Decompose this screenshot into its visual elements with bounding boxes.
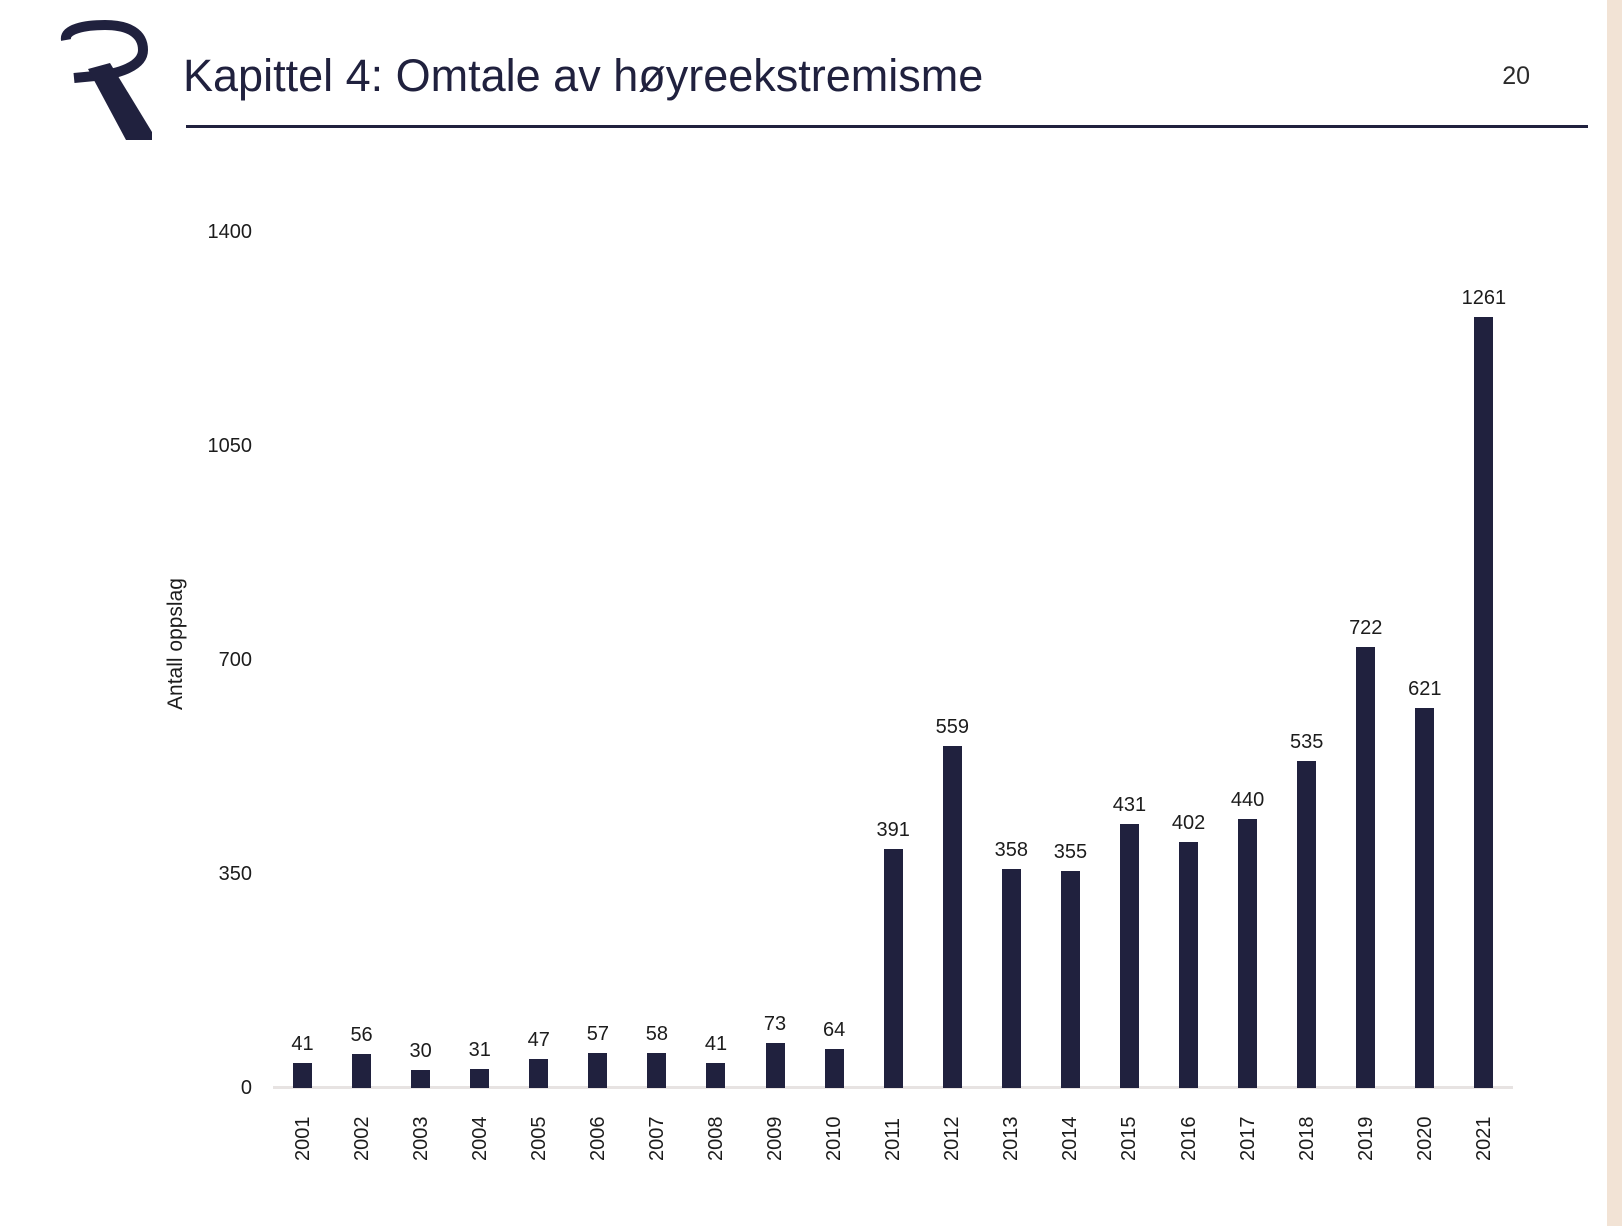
- bar-value-label: 58: [645, 1023, 669, 1045]
- x-tick-label: 2002: [350, 1116, 373, 1162]
- bar-value-label: 431: [1112, 794, 1147, 816]
- x-tick-label: 2006: [586, 1116, 609, 1162]
- bar-value-label: 56: [350, 1024, 373, 1046]
- x-tick-label: 2004: [468, 1116, 491, 1162]
- bar-2001: [293, 1063, 312, 1088]
- title-underline: [186, 125, 1588, 128]
- x-tick-label: 2001: [291, 1116, 314, 1162]
- bar-value-label: 402: [1171, 812, 1206, 834]
- bar-2021: [1474, 317, 1494, 1088]
- y-tick-label: 1050: [207, 435, 253, 457]
- bar-value-label: 57: [586, 1023, 609, 1045]
- bar-value-label: 47: [527, 1029, 550, 1051]
- x-tick-label: 2020: [1413, 1116, 1436, 1162]
- bar-value-label: 41: [704, 1033, 728, 1055]
- page-number: 20: [1502, 62, 1530, 90]
- bar-value-label: 41: [291, 1033, 314, 1055]
- y-axis-title: Antall oppslag: [164, 578, 187, 710]
- x-tick-label: 2017: [1236, 1116, 1259, 1162]
- x-tick-label: 2021: [1472, 1116, 1495, 1162]
- bar-value-label: 621: [1408, 678, 1442, 700]
- bar-value-label: 30: [409, 1040, 432, 1062]
- x-tick-label: 2018: [1295, 1116, 1318, 1162]
- bar-value-label: 73: [763, 1013, 787, 1035]
- bar-2011: [883, 849, 903, 1088]
- x-tick-label: 2014: [1059, 1116, 1082, 1162]
- x-tick-label: 2007: [645, 1116, 668, 1162]
- bar-value-label: 722: [1349, 617, 1383, 639]
- retriever-logo-icon: [61, 19, 152, 140]
- bar-2006: [588, 1053, 608, 1088]
- x-tick-label: 2003: [409, 1116, 432, 1162]
- bar-2003: [411, 1070, 431, 1088]
- bar-2007: [647, 1053, 667, 1088]
- bar-value-label: 559: [935, 716, 969, 738]
- bar-2002: [352, 1054, 372, 1088]
- page-title: Kapittel 4: Omtale av høyreekstremisme: [183, 50, 984, 101]
- x-tick-label: 2011: [882, 1117, 905, 1161]
- bar-2018: [1297, 761, 1317, 1088]
- x-tick-label: 2019: [1354, 1116, 1377, 1162]
- y-tick-label: 350: [218, 863, 252, 885]
- bar-value-label: 64: [823, 1019, 846, 1041]
- bar-2019: [1356, 647, 1376, 1088]
- bar-2004: [470, 1069, 490, 1088]
- bar-2017: [1238, 819, 1258, 1088]
- x-tick-label: 2012: [941, 1116, 964, 1162]
- bar-2005: [529, 1059, 549, 1088]
- x-tick-label: 2016: [1177, 1116, 1200, 1162]
- y-tick-label: 0: [240, 1077, 252, 1099]
- accent-strip: [1607, 0, 1622, 1226]
- bar-2014: [1060, 871, 1080, 1088]
- bar-value-label: 358: [994, 839, 1029, 861]
- bar-2008: [706, 1063, 726, 1088]
- x-tick-label: 2013: [1000, 1116, 1023, 1162]
- bar-2010: [824, 1049, 844, 1088]
- y-tick-label: 1400: [207, 221, 253, 243]
- x-tick-label: 2005: [527, 1116, 550, 1162]
- bar-2015: [1119, 824, 1139, 1088]
- bar-value-label: 440: [1230, 789, 1265, 811]
- bar-value-label: 391: [876, 819, 910, 841]
- bar-value-label: 31: [468, 1039, 491, 1061]
- bar-2012: [942, 746, 962, 1088]
- x-tick-label: 2010: [823, 1116, 846, 1162]
- bar-value-label: 355: [1053, 841, 1088, 863]
- bar-2016: [1179, 842, 1199, 1088]
- x-tick-label: 2015: [1118, 1116, 1141, 1162]
- bar-value-label: 1261: [1461, 287, 1507, 309]
- bar-2009: [765, 1043, 785, 1088]
- x-tick-label: 2009: [764, 1116, 787, 1162]
- bar-2013: [1001, 869, 1021, 1088]
- bar-2020: [1415, 708, 1435, 1088]
- y-tick-label: 700: [218, 649, 252, 671]
- x-tick-label: 2008: [704, 1116, 727, 1162]
- bar-value-label: 535: [1290, 731, 1324, 753]
